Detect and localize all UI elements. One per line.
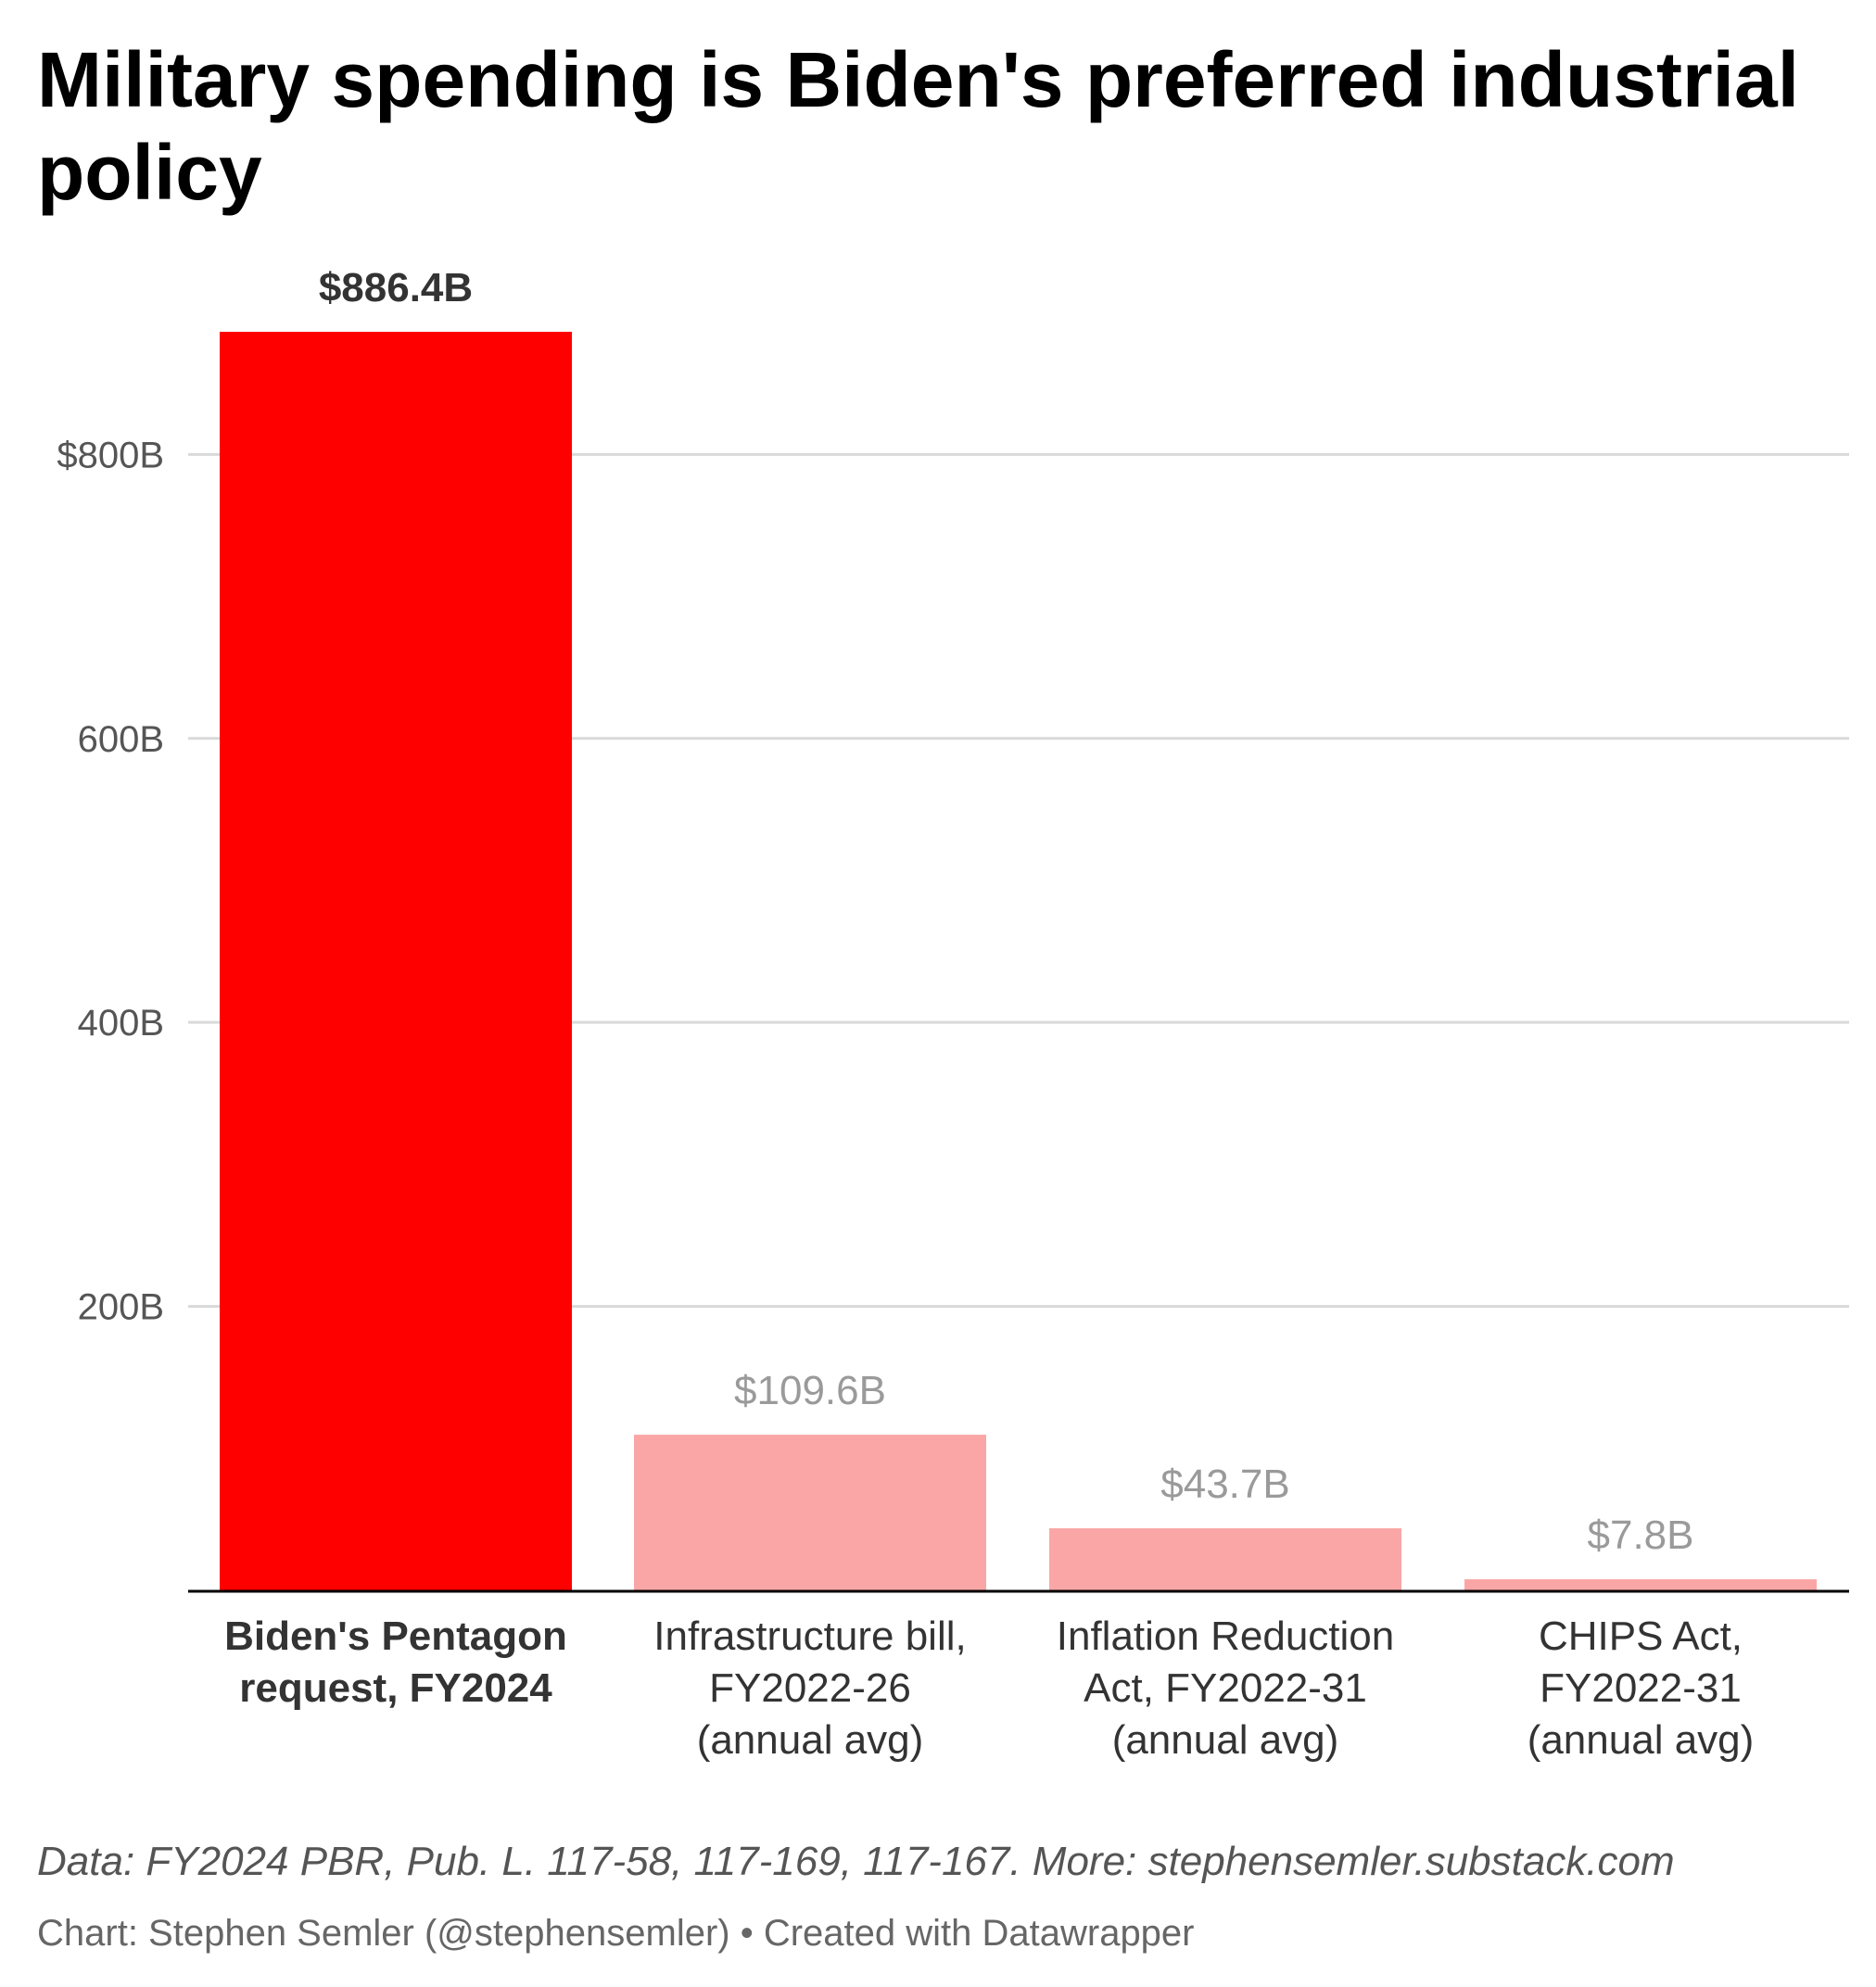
bars xyxy=(188,332,1849,1593)
category-label-line: FY2022-26 xyxy=(709,1665,911,1711)
value-label: $109.6B xyxy=(734,1368,886,1413)
category-label: Biden's Pentagon request, FY2024 xyxy=(224,1614,567,1711)
chart-title: Military spending is Biden's preferred i… xyxy=(37,36,1800,216)
y-tick-label: 600B xyxy=(78,719,164,760)
y-tick-label: $800B xyxy=(57,435,164,475)
category-label-line: (annual avg) xyxy=(1112,1717,1339,1763)
y-tick-label: 200B xyxy=(78,1287,164,1328)
category-label-line: request, FY2024 xyxy=(239,1665,552,1711)
value-label: $886.4B xyxy=(319,265,473,310)
bar-chart: 200B 400B 600B $800B $886.4B $109.6B $43.7B $7… xyxy=(57,265,1849,1763)
category-label-line: (annual avg) xyxy=(1527,1717,1755,1763)
category-label-line: FY2022-31 xyxy=(1540,1665,1742,1711)
category-label: CHIPS Act, FY2022-31 (annual avg) xyxy=(1527,1614,1755,1763)
category-label: Inflation Reduction Act, FY2022-31 (annual… xyxy=(1057,1614,1394,1763)
category-labels: Biden's Pentagon request, FY2024 Infrastru… xyxy=(224,1614,1754,1763)
source-notes: Data: FY2024 PBR, Pub. L. 117-58, 117-16… xyxy=(37,1839,1675,1884)
value-label: $43.7B xyxy=(1160,1462,1289,1507)
value-label: $7.8B xyxy=(1588,1512,1694,1558)
bar xyxy=(220,332,572,1590)
value-labels: $886.4B $109.6B $43.7B $7.8B xyxy=(319,265,1694,1558)
category-label-line: Biden's Pentagon xyxy=(224,1614,567,1659)
category-label: Infrastructure bill, FY2022-26 (annual avg… xyxy=(653,1614,966,1763)
category-label-line: CHIPS Act, xyxy=(1539,1614,1743,1659)
bar xyxy=(1049,1528,1401,1590)
y-tick-label: 400B xyxy=(78,1003,164,1044)
chart-byline: Chart: Stephen Semler (@stephensemler) •… xyxy=(37,1913,1195,1954)
category-label-line: Infrastructure bill, xyxy=(653,1614,966,1659)
category-label-line: Act, FY2022-31 xyxy=(1084,1665,1367,1711)
bar xyxy=(1464,1579,1817,1590)
category-label-line: Inflation Reduction xyxy=(1057,1614,1394,1659)
category-label-line: (annual avg) xyxy=(697,1717,924,1763)
bar xyxy=(634,1435,986,1590)
